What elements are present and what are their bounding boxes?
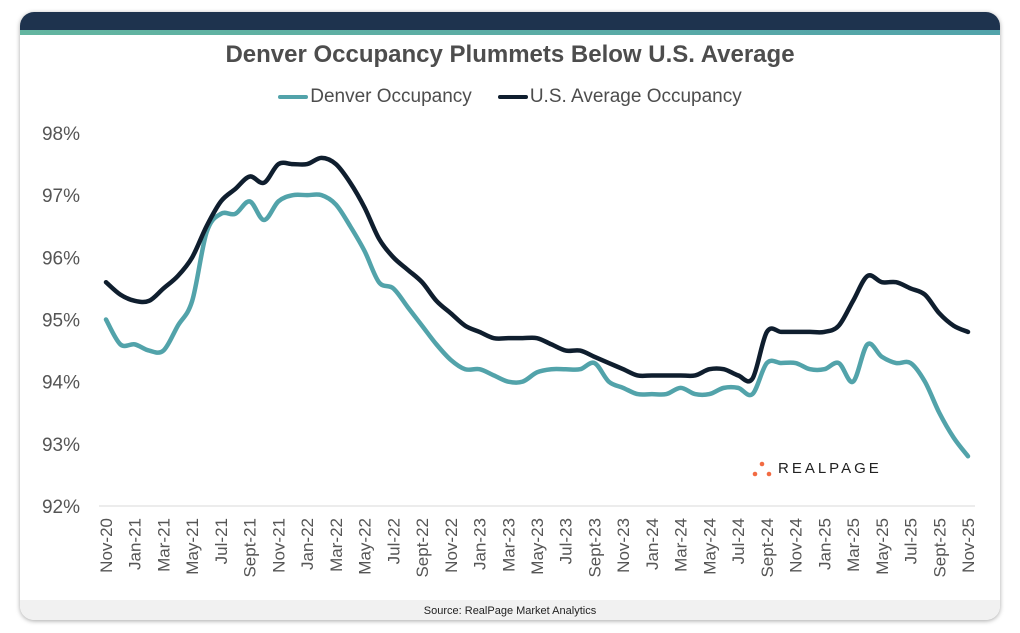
header-bar [20, 12, 1000, 30]
x-tick-label: Nov-21 [269, 518, 288, 573]
x-tick-label: Jan-22 [298, 518, 317, 570]
x-tick-label: May-21 [183, 518, 202, 575]
realpage-logo: REALPAGE [752, 460, 882, 477]
x-tick-label: Jan-21 [126, 518, 145, 570]
x-tick-label: Sept-23 [585, 518, 604, 578]
x-tick-label: Jan-24 [643, 518, 662, 570]
x-tick-label: Jul-22 [384, 518, 403, 564]
legend: Denver Occupancy U.S. Average Occupancy [20, 86, 1000, 108]
y-tick-label: 93% [42, 435, 80, 456]
legend-item-denver: Denver Occupancy [278, 86, 472, 108]
accent-strip [20, 30, 1000, 35]
chart-title: Denver Occupancy Plummets Below U.S. Ave… [225, 41, 795, 68]
legend-label-denver: Denver Occupancy [310, 86, 472, 107]
y-tick-label: 98% [42, 124, 80, 145]
footer: Source: RealPage Market Analytics [20, 600, 1000, 620]
series-line-denver [103, 192, 971, 459]
legend-swatch-us [497, 95, 528, 99]
x-tick-label: Jul-24 [729, 518, 748, 564]
series-line-us [103, 155, 971, 384]
x-tick-label: Nov-23 [614, 518, 633, 573]
x-tick-label: Jul-25 [902, 518, 921, 564]
y-tick-label: 92% [42, 497, 80, 518]
y-tick-label: 96% [42, 248, 80, 269]
y-tick-label: 95% [42, 311, 80, 332]
x-tick-label: Mar-25 [844, 518, 863, 572]
logo-dots-icon [752, 461, 772, 476]
x-tick-label: Mar-24 [672, 518, 691, 572]
x-tick-label: Jul-21 [212, 518, 231, 564]
x-tick-label: Jul-23 [557, 518, 576, 564]
x-tick-label: Mar-22 [327, 518, 346, 572]
logo-text: REALPAGE [778, 460, 882, 477]
x-tick-label: Jan-25 [815, 518, 834, 570]
y-tick-label: 94% [42, 373, 80, 394]
x-tick-label: Mar-21 [154, 518, 173, 572]
legend-swatch-denver [278, 95, 309, 99]
x-tick-label: Nov-22 [442, 518, 461, 573]
x-tick-label: Mar-23 [499, 518, 518, 572]
legend-label-us: U.S. Average Occupancy [529, 86, 742, 107]
x-tick-label: Nov-24 [787, 518, 806, 573]
legend-item-us: U.S. Average Occupancy [497, 86, 742, 108]
source-note: Source: RealPage Market Analytics [423, 605, 597, 617]
x-tick-label: Sept-24 [758, 518, 777, 578]
x-tick-label: Sept-22 [413, 518, 432, 578]
x-tick-label: May-22 [356, 518, 375, 575]
x-tick-label: Nov-25 [959, 518, 978, 573]
x-tick-label: Sept-25 [930, 518, 949, 578]
x-tick-label: May-24 [700, 518, 719, 575]
x-tick-label: Nov-20 [97, 518, 116, 573]
y-tick-label: 97% [42, 186, 80, 207]
x-tick-label: Jan-23 [471, 518, 490, 570]
x-tick-label: Sept-21 [241, 518, 260, 578]
x-tick-label: May-25 [873, 518, 892, 575]
x-tick-label: May-23 [528, 518, 547, 575]
